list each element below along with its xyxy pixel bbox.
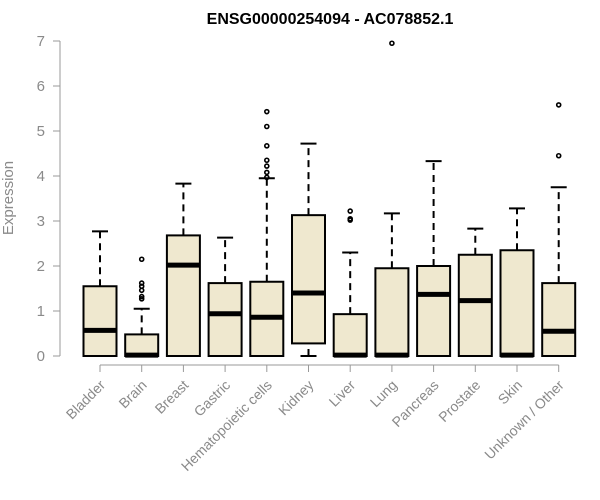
box-prostate: [457, 227, 493, 357]
y-tick-label: 4: [37, 168, 45, 185]
y-tick-label: 2: [37, 258, 45, 275]
box-kidney: [291, 142, 326, 357]
box-hematopoietic-cells: [249, 108, 285, 357]
box-bladder: [82, 230, 118, 357]
outlier-point: [555, 102, 562, 108]
outlier-point: [138, 293, 145, 300]
chart-title: ENSG00000254094 - AC078852.1: [207, 11, 454, 28]
box-skin: [499, 207, 535, 358]
y-tick-label: 5: [37, 123, 45, 140]
box-body: [541, 282, 577, 358]
box-body: [416, 265, 452, 357]
box-unknown-other: [541, 102, 577, 358]
outlier-point: [138, 256, 145, 263]
y-tick-label: 0: [37, 348, 45, 365]
outlier-point: [263, 163, 270, 169]
y-tick-label: 7: [37, 33, 45, 50]
x-tick-label: Kidney: [275, 377, 317, 419]
outlier-point: [263, 143, 270, 149]
boxes-group: [82, 40, 577, 358]
x-tick-label: Brain: [115, 377, 149, 411]
x-tick-label: Prostate: [435, 377, 483, 425]
y-tick-label: 1: [37, 303, 45, 320]
box-pancreas: [416, 160, 452, 357]
y-axis-label: Expression: [0, 161, 17, 235]
box-body: [332, 313, 368, 357]
outlier-point: [138, 296, 145, 302]
y-tick-label: 3: [37, 213, 45, 230]
box-gastric: [207, 236, 243, 358]
box-body: [165, 234, 201, 357]
x-tick-label: Unknown / Other: [481, 377, 567, 463]
outlier-point: [263, 174, 270, 181]
outlier-point: [138, 283, 145, 290]
y-tick-label: 6: [37, 78, 45, 95]
box-liver: [332, 208, 368, 358]
outlier-point: [389, 40, 395, 47]
outlier-point: [347, 208, 354, 214]
box-body: [499, 249, 535, 357]
box-body: [207, 282, 243, 358]
outlier-point: [263, 157, 270, 164]
outlier-point: [263, 123, 270, 130]
x-tick-label: Skin: [495, 377, 526, 408]
box-body: [82, 285, 118, 357]
box-breast: [165, 182, 201, 357]
box-body: [291, 214, 326, 345]
outlier-point: [347, 215, 354, 222]
box-body: [374, 267, 410, 357]
x-tick-label: Bladder: [63, 377, 109, 423]
box-body: [457, 253, 493, 357]
outlier-point: [263, 108, 270, 115]
x-tick-label: Breast: [152, 377, 192, 417]
y-axis: 0 1 2 3 4 5 6 7: [37, 33, 61, 365]
x-tick-label: Liver: [326, 377, 359, 410]
outlier-point: [138, 280, 145, 286]
box-lung: [374, 40, 410, 358]
box-brain: [124, 256, 160, 358]
x-tick-label: Lung: [367, 377, 400, 410]
outlier-point: [555, 152, 562, 159]
outlier-point: [263, 169, 270, 176]
